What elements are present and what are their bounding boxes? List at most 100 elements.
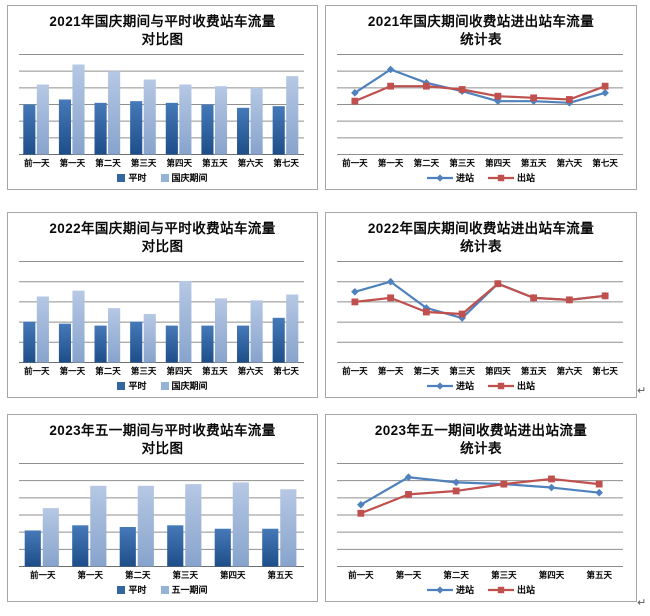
legend-label: 五一期间 <box>171 585 208 595</box>
legend-swatch-icon <box>160 173 169 182</box>
x-axis-label: 第六天 <box>237 158 264 168</box>
legend-swatch-icon <box>117 585 126 594</box>
x-axis-label: 第二天 <box>443 570 469 580</box>
chart-title-line1: 2022年国庆期间与平时收费站车流量 <box>49 221 276 236</box>
chart-legend: 平时 国庆期间 <box>8 377 317 394</box>
x-axis-labels: 前一天 第一天 第二天 第三天 第四天 第五天 <box>337 569 623 581</box>
bar-chart-svg <box>19 53 304 155</box>
x-axis-label: 第四天 <box>538 570 565 580</box>
line-chart-svg <box>337 462 623 567</box>
x-axis-label: 第一天 <box>59 158 86 168</box>
x-axis-label: 第一天 <box>77 570 103 580</box>
legend-line-marker-icon <box>488 173 514 183</box>
chart-panel-2022-line[interactable]: 2022年国庆期间收费站进出站车流量 统计表 前一天 第一天 第二天 第三天 第四天 第五天… <box>325 212 637 398</box>
x-axis-label: 第五天 <box>520 366 547 376</box>
x-axis-label: 第五天 <box>520 158 547 168</box>
bar-chart-svg <box>19 260 304 363</box>
chart-title-line1: 2021年国庆期间收费站进出站车流量 <box>367 14 595 29</box>
chart-legend: 进站 出站 <box>326 169 636 186</box>
bar-chart-svg <box>19 462 304 567</box>
legend-item: 进站 <box>426 379 474 392</box>
legend-swatch-icon <box>117 381 126 390</box>
legend-item: 出站 <box>488 379 535 392</box>
legend-line-marker-icon <box>426 173 453 183</box>
x-axis-label: 第四天 <box>166 158 193 168</box>
x-axis-label: 第三天 <box>172 570 198 580</box>
legend-line-marker-icon <box>488 381 514 391</box>
legend-item: 平时 <box>117 379 147 392</box>
x-axis-label: 第三天 <box>449 158 475 168</box>
chart-panel-2022-bar[interactable]: 2022年国庆期间与平时收费站车流量 对比图 前一天 第一天 第二天 第三天 第四天 第五天… <box>7 212 318 398</box>
chart-panel-2023-line[interactable]: 2023年五一期间收费站进出站流量 统计表 前一天 第一天 第二天 第三天 第四天 第五天 … <box>325 414 637 602</box>
paragraph-return-mark-icon: ↵ <box>637 384 647 397</box>
chart-panel-2021-bar[interactable]: 2021年国庆期间与平时收费站车流量 对比图 前一天 第一天 第二天 第三天 第四天 第五天… <box>7 5 318 190</box>
x-axis-label: 第四天 <box>219 570 246 580</box>
chart-title: 2021年国庆期间与平时收费站车流量 对比图 <box>8 6 317 49</box>
legend-item: 出站 <box>488 583 535 596</box>
legend-item: 国庆期间 <box>160 171 208 184</box>
line-chart-2022-plot <box>337 260 623 363</box>
chart-title-line1: 2021年国庆期间与平时收费站车流量 <box>49 14 276 29</box>
chart-title-line2: 统计表 <box>460 238 502 254</box>
legend-label: 国庆期间 <box>171 381 208 391</box>
x-axis-label: 第二天 <box>413 158 440 168</box>
x-axis-label: 前一天 <box>29 570 56 580</box>
chart-title-line2: 统计表 <box>460 440 502 456</box>
x-axis-labels: 前一天 第一天 第二天 第三天 第四天 第五天 第六天 第七天 <box>19 365 304 377</box>
bar-chart-2023-plot <box>19 462 304 567</box>
paragraph-return-mark-icon: ↵ <box>637 596 647 609</box>
x-axis-label: 第三天 <box>130 158 157 168</box>
legend-label: 出站 <box>517 585 536 595</box>
legend-label: 平时 <box>128 585 147 595</box>
x-axis-label: 第七天 <box>592 158 618 168</box>
chart-title: 2021年国庆期间收费站进出站车流量 统计表 <box>326 6 636 49</box>
bar-chart-2022-plot <box>19 260 304 363</box>
line-chart-svg <box>337 260 623 363</box>
chart-title: 2022年国庆期间与平时收费站车流量 对比图 <box>8 213 317 256</box>
legend-swatch-icon <box>160 585 169 594</box>
chart-title-line1: 2023年五一期间收费站进出站流量 <box>374 423 588 438</box>
chart-panel-2023-bar[interactable]: 2023年五一期间与平时收费站车流量 对比图 前一天 第一天 第二天 第三天 第四天 第五天… <box>7 414 318 602</box>
legend-label: 出站 <box>517 173 536 183</box>
chart-panel-2021-line[interactable]: 2021年国庆期间收费站进出站车流量 统计表 前一天 第一天 第二天 第三天 第四天 第五天… <box>325 5 637 190</box>
chart-legend: 进站 出站 <box>326 581 636 598</box>
legend-line-marker-icon <box>426 381 453 391</box>
x-axis-labels: 前一天 第一天 第二天 第三天 第四天 第五天 <box>19 569 304 581</box>
legend-item: 平时 <box>117 583 147 596</box>
x-axis-labels: 前一天 第一天 第二天 第三天 第四天 第五天 第六天 第七天 <box>337 365 623 377</box>
legend-label: 平时 <box>128 381 147 391</box>
x-axis-label: 第二天 <box>124 570 151 580</box>
x-axis-label: 第二天 <box>413 366 440 376</box>
x-axis-label: 第六天 <box>556 158 583 168</box>
x-axis-label: 第七天 <box>592 366 618 376</box>
legend-item: 进站 <box>426 171 474 184</box>
x-axis-label: 第五天 <box>202 158 228 168</box>
legend-item: 五一期间 <box>160 583 208 596</box>
x-axis-label: 前一天 <box>342 366 368 376</box>
legend-item: 进站 <box>426 583 474 596</box>
chart-title: 2023年五一期间收费站进出站流量 统计表 <box>326 415 636 458</box>
chart-title-line2: 对比图 <box>141 440 184 456</box>
chart-title-line1: 2023年五一期间与平时收费站车流量 <box>49 423 276 438</box>
line-chart-svg <box>337 53 623 155</box>
chart-title: 2023年五一期间与平时收费站车流量 对比图 <box>8 415 317 458</box>
x-axis-label: 第五天 <box>586 570 612 580</box>
x-axis-label: 第一天 <box>59 366 86 376</box>
x-axis-label: 前一天 <box>24 366 50 376</box>
legend-label: 平时 <box>128 173 147 183</box>
chart-title: 2022年国庆期间收费站进出站车流量 统计表 <box>326 213 636 256</box>
x-axis-label: 第二天 <box>95 366 121 376</box>
bar-chart-2021-plot <box>19 53 304 155</box>
chart-title-line2: 对比图 <box>141 31 184 47</box>
chart-title-line1: 2022年国庆期间收费站进出站车流量 <box>367 221 595 236</box>
line-chart-2023-plot <box>337 462 623 567</box>
x-axis-label: 第六天 <box>237 366 264 376</box>
legend-item: 出站 <box>488 171 535 184</box>
x-axis-labels: 前一天 第一天 第二天 第三天 第四天 第五天 第六天 第七天 <box>19 157 304 169</box>
x-axis-label: 第一天 <box>377 366 404 376</box>
legend-line-marker-icon <box>488 585 514 595</box>
legend-line-marker-icon <box>426 585 453 595</box>
legend-label: 出站 <box>517 381 536 391</box>
x-axis-label: 第一天 <box>395 570 422 580</box>
